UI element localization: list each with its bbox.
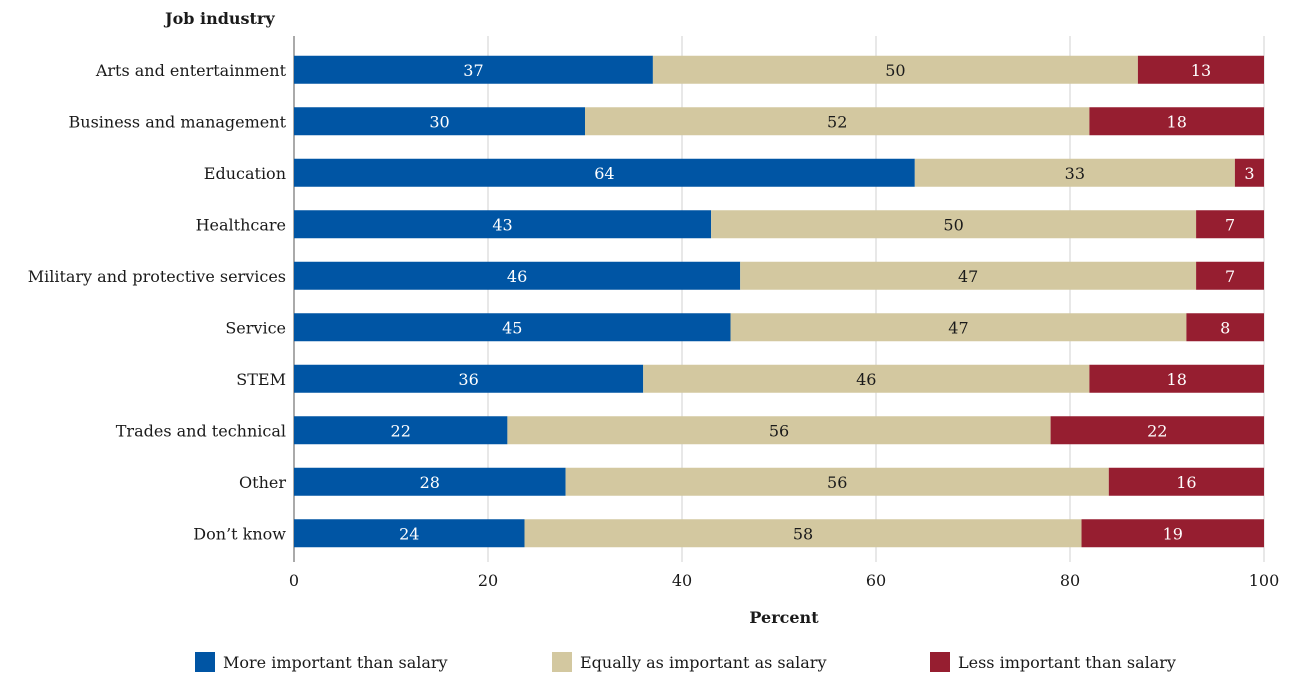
bar-segment: [1050, 416, 1264, 445]
x-tick-label: 80: [1060, 571, 1080, 590]
bar-segment: [1089, 364, 1264, 393]
bar-segment: [294, 364, 644, 393]
data-label: 18: [1167, 370, 1187, 389]
bar-segment: [740, 261, 1197, 290]
data-label: 56: [769, 421, 789, 440]
legend-swatch: [195, 652, 215, 672]
bar-segment: [294, 210, 712, 239]
data-label: 7: [1225, 267, 1235, 286]
data-label: 13: [1191, 61, 1211, 80]
bar-segment: [652, 55, 1138, 84]
data-label: 16: [1176, 473, 1196, 492]
bar-segment: [294, 519, 525, 548]
legend-swatch: [930, 652, 950, 672]
category-label: Business and management: [69, 112, 287, 131]
legend-label: More important than salary: [223, 652, 448, 672]
bar-segment: [1196, 210, 1264, 239]
data-label: 18: [1167, 112, 1187, 131]
data-label: 24: [399, 524, 419, 543]
x-tick-label: 60: [866, 571, 886, 590]
data-label: 43: [492, 215, 512, 234]
data-label: 37: [463, 61, 483, 80]
bar-segment: [507, 416, 1051, 445]
data-label: 46: [507, 267, 527, 286]
data-label: 19: [1163, 524, 1183, 543]
category-labels: Arts and entertainment Business and manag…: [28, 61, 287, 544]
legend-item: Equally as important as salary: [552, 652, 827, 672]
data-label: 36: [458, 370, 478, 389]
bar-segment: [914, 158, 1235, 187]
bar-segment: [1081, 519, 1264, 548]
bar-segment: [585, 107, 1090, 136]
category-label: Other: [239, 473, 286, 492]
bar-segment: [1108, 467, 1264, 496]
x-tick-labels: 0 20 40 60 80 100: [289, 571, 1279, 590]
legend-label: Less important than salary: [958, 652, 1176, 672]
data-label: 52: [827, 112, 847, 131]
x-tick-label: 40: [672, 571, 692, 590]
category-label: Don’t know: [193, 524, 286, 543]
data-label: 47: [948, 318, 968, 337]
data-label: 64: [594, 164, 614, 183]
data-label: 28: [420, 473, 440, 492]
data-label: 33: [1065, 164, 1085, 183]
bar-segment: [730, 313, 1187, 342]
legend-item: Less important than salary: [930, 652, 1176, 672]
x-tick-label: 20: [478, 571, 498, 590]
data-label: 22: [391, 421, 411, 440]
bar-segment: [1089, 107, 1264, 136]
bar-segment: [294, 313, 731, 342]
bar-segment: [565, 467, 1109, 496]
bar-segment: [1186, 313, 1264, 342]
data-label: 45: [502, 318, 522, 337]
data-label: 7: [1225, 215, 1235, 234]
data-label: 50: [943, 215, 963, 234]
category-label: Arts and entertainment: [95, 61, 287, 80]
legend-item: More important than salary: [195, 652, 448, 672]
bar-segment: [294, 416, 508, 445]
data-label: 58: [793, 524, 813, 543]
legend-label: Equally as important as salary: [580, 652, 827, 672]
data-label: 56: [827, 473, 847, 492]
category-label: STEM: [236, 370, 286, 389]
bar-segment: [294, 107, 585, 136]
y-axis-title: Job industry: [163, 9, 275, 28]
bar-segment: [1196, 261, 1264, 290]
bar-segment: [294, 261, 741, 290]
category-label: Military and protective services: [28, 267, 286, 286]
x-tick-label: 100: [1249, 571, 1280, 590]
bar-segment: [643, 364, 1090, 393]
data-label: 46: [856, 370, 876, 389]
bar-segment: [1137, 55, 1264, 84]
data-label: 3: [1244, 164, 1254, 183]
legend: More important than salary Equally as imp…: [0, 652, 1289, 676]
data-label: 47: [958, 267, 978, 286]
data-label: 22: [1147, 421, 1167, 440]
data-label: 8: [1220, 318, 1230, 337]
bar-segment: [524, 519, 1082, 548]
bar-segment: [1234, 158, 1264, 187]
bar-segment: [294, 158, 915, 187]
category-label: Healthcare: [196, 215, 286, 234]
x-axis-title: Percent: [749, 608, 819, 627]
legend-swatch: [552, 652, 572, 672]
bar-segment: [294, 55, 653, 84]
category-label: Trades and technical: [116, 421, 286, 440]
bar-segment: [294, 467, 566, 496]
data-label: 30: [429, 112, 449, 131]
category-label: Education: [204, 164, 286, 183]
bar-segment: [711, 210, 1197, 239]
x-tick-label: 0: [289, 571, 299, 590]
category-label: Service: [225, 318, 286, 337]
data-label: 50: [885, 61, 905, 80]
